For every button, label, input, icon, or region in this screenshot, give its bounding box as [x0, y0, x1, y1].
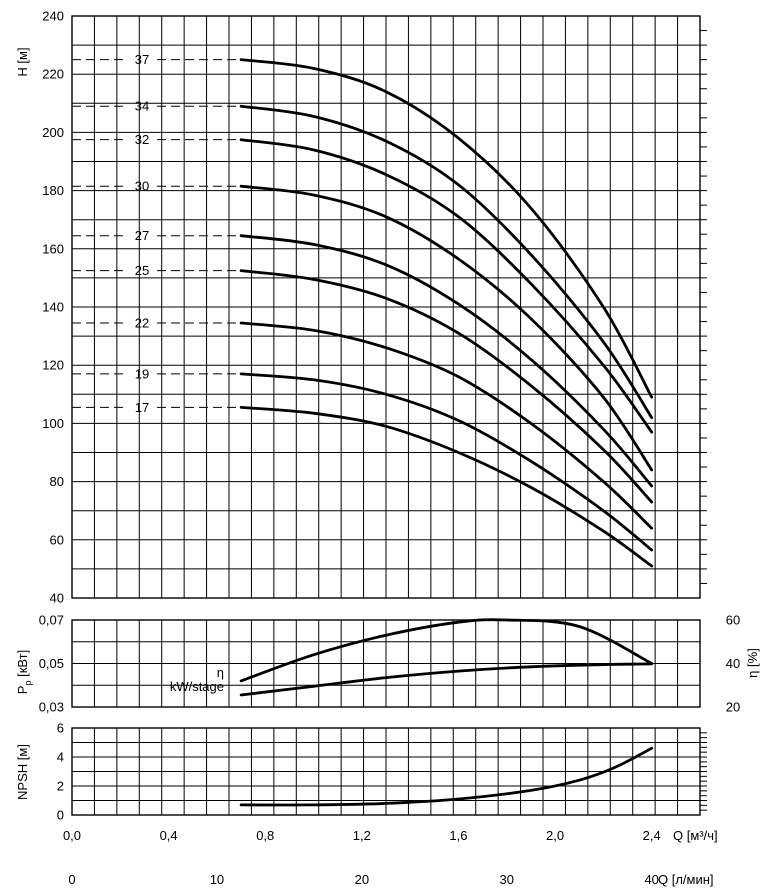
head-y-tick-label: 140: [42, 300, 64, 315]
head-y-tick-label: 60: [50, 532, 64, 547]
npsh-curve: [239, 746, 654, 807]
power-frame: [71, 619, 701, 708]
x-tick-label-m3h: 1,6: [449, 828, 467, 843]
x-tick-label-lmin: 40: [644, 872, 658, 887]
head-y-tick-label: 120: [42, 358, 64, 373]
stage-label-37: 37: [135, 52, 149, 67]
curves: [239, 58, 654, 807]
npsh-y-tick-label: 6: [57, 721, 64, 736]
stage-label-17: 17: [135, 400, 149, 415]
stage-label-34: 34: [135, 99, 149, 114]
kw-per-stage-curve: [239, 662, 654, 697]
npsh-y-tick-label: 2: [57, 779, 64, 794]
x-axis-title-lmin: Q [л/мин]: [658, 872, 714, 887]
axis-ticks: [700, 30, 707, 811]
x-tick-label-m3h: 0,4: [160, 828, 178, 843]
stage-label-22: 22: [135, 316, 149, 331]
head-curve-stage-32: [239, 138, 654, 434]
x-axis-title-m3h: Q [м³/ч]: [673, 828, 718, 843]
npsh-y-tick-label: 4: [57, 750, 64, 765]
head-curve-stage-22: [239, 321, 654, 530]
eta-y-tick-label: 60: [726, 613, 740, 628]
x-tick-label-lmin: 0: [68, 872, 75, 887]
x-tick-label-m3h: 1,2: [353, 828, 371, 843]
x-tick-label-lmin: 20: [355, 872, 369, 887]
head-axis-title: H [м]: [15, 47, 30, 76]
eta-curve-label: η: [217, 665, 224, 680]
stage-label-30: 30: [135, 179, 149, 194]
head-curve-stage-27: [239, 234, 654, 488]
eta-curve: [239, 618, 654, 683]
stage-label-25: 25: [135, 263, 149, 278]
head-y-tick-label: 240: [42, 9, 64, 24]
grid: [71, 15, 701, 816]
stage-leader-lines: [72, 59, 242, 408]
head-curve-stage-30: [239, 184, 654, 472]
power-y-tick-label: 0,07: [39, 613, 64, 628]
head-curve-stage-34: [239, 104, 654, 419]
x-tick-label-m3h: 0,0: [63, 828, 81, 843]
kw-stage-curve-label: kW/stage: [170, 679, 224, 694]
npsh-y-tick-label: 0: [57, 808, 64, 823]
x-tick-label-lmin: 10: [210, 872, 224, 887]
head-y-tick-label: 200: [42, 125, 64, 140]
head-y-tick-label: 80: [50, 474, 64, 489]
stage-label-27: 27: [135, 228, 149, 243]
head-curve-stage-19: [239, 372, 654, 552]
eta-y-tick-label: 20: [726, 700, 740, 715]
stage-label-32: 32: [135, 132, 149, 147]
eta-axis-title: η [%]: [745, 648, 760, 678]
head-curve-stage-37: [239, 58, 654, 399]
head-y-tick-label: 220: [42, 67, 64, 82]
x-tick-label-lmin: 30: [500, 872, 514, 887]
stage-label-19: 19: [135, 366, 149, 381]
x-tick-label-m3h: 2,4: [643, 828, 661, 843]
head-curve-stage-17: [239, 406, 654, 568]
head-y-tick-label: 40: [50, 591, 64, 606]
x-tick-label-m3h: 2,0: [546, 828, 564, 843]
head-y-tick-label: 100: [42, 416, 64, 431]
head-y-tick-label: 160: [42, 241, 64, 256]
npsh-axis-title: NPSH [м]: [15, 744, 30, 800]
head-curve-stage-25: [239, 269, 654, 504]
x-tick-label-m3h: 0,8: [256, 828, 274, 843]
eta-y-tick-label: 40: [726, 656, 740, 671]
labels: 4060801001201401601802002202400,030,050,…: [15, 9, 760, 888]
power-axis-title: Pp [кВт]: [15, 650, 33, 694]
head-y-tick-label: 180: [42, 183, 64, 198]
power-y-tick-label: 0,05: [39, 656, 64, 671]
power-y-tick-label: 0,03: [39, 700, 64, 715]
